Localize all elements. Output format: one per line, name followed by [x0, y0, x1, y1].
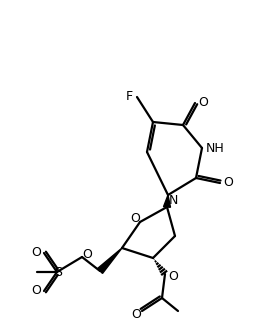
Text: S: S — [54, 265, 62, 278]
Text: F: F — [125, 91, 132, 104]
Text: O: O — [31, 247, 41, 259]
Text: O: O — [223, 176, 233, 190]
Text: O: O — [82, 248, 92, 260]
Text: O: O — [130, 213, 140, 226]
Text: O: O — [198, 96, 208, 110]
Polygon shape — [97, 248, 122, 274]
Polygon shape — [163, 195, 171, 207]
Text: N: N — [168, 195, 178, 208]
Text: NH: NH — [206, 141, 224, 154]
Text: O: O — [131, 308, 141, 320]
Text: O: O — [168, 271, 178, 283]
Text: O: O — [31, 284, 41, 297]
